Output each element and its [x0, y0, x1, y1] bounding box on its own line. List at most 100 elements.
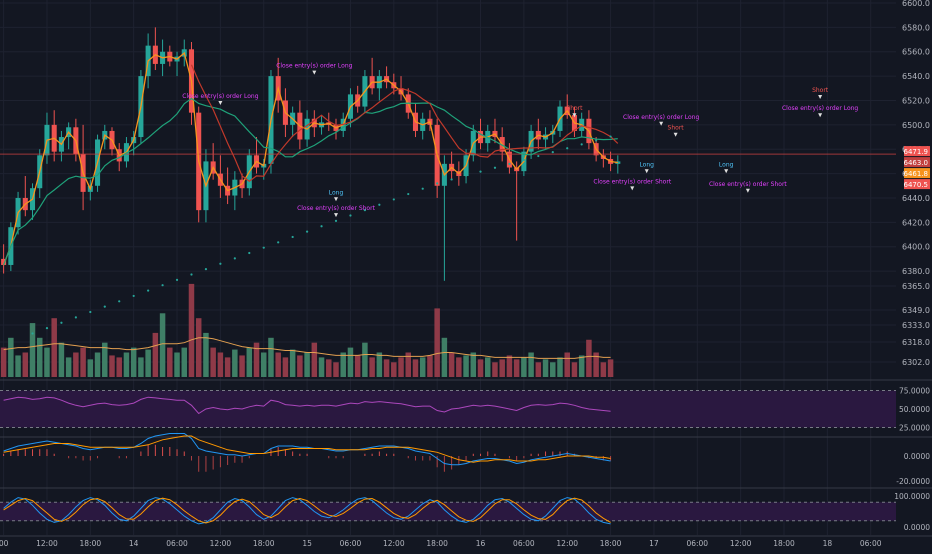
- trade-annotation-label: Short: [566, 105, 583, 112]
- volume-bar: [36, 337, 43, 377]
- volume-bar: [463, 355, 469, 377]
- volume-bar: [333, 362, 339, 377]
- trend-dot: [551, 151, 554, 154]
- volume-bar: [246, 347, 253, 377]
- volume-bar: [282, 357, 289, 377]
- time-tick-label: 06:00: [513, 539, 535, 548]
- volume-bar: [152, 332, 159, 377]
- trend-dot: [190, 273, 193, 276]
- volume-bar: [564, 352, 570, 377]
- rsi-tick-label: 50.0000: [899, 405, 930, 414]
- volume-bar: [304, 352, 310, 377]
- trend-dot: [450, 178, 453, 181]
- volume-bar: [268, 337, 274, 377]
- trend-dot: [219, 262, 222, 265]
- trend-dot: [60, 321, 63, 324]
- trend-dot: [595, 139, 598, 142]
- volume-bar: [94, 352, 101, 377]
- volume-bar: [210, 347, 216, 377]
- last-price-tag-label: 6470.5: [904, 181, 929, 189]
- time-tick-label: 16: [476, 539, 486, 548]
- volume-bar: [224, 357, 231, 377]
- volume-bar: [123, 352, 130, 377]
- price-tick-label: 6580.0: [902, 23, 930, 32]
- volume-bar: [477, 359, 484, 377]
- trend-dot: [103, 305, 106, 308]
- volume-bar: [58, 342, 65, 377]
- volume-bar: [542, 359, 549, 377]
- volume-bar: [145, 349, 151, 377]
- volume-bar: [318, 357, 325, 377]
- volume-bar: [347, 347, 354, 377]
- volume-bar: [557, 357, 563, 377]
- trade-annotation-label: Close entry(s) order Long: [182, 93, 258, 100]
- price-tick-label: 6349.0: [902, 306, 930, 315]
- price-tick-label: 6420.0: [902, 218, 930, 227]
- volume-bar: [600, 362, 607, 377]
- macd-tick-label: -20.0000: [896, 477, 930, 486]
- trend-dot: [537, 154, 540, 158]
- volume-bar: [434, 308, 440, 377]
- red-ma-line: [190, 64, 619, 182]
- slow-ma-line: [3, 97, 618, 266]
- volume-bar: [22, 352, 29, 377]
- last-price-tag-label: 6463.0: [904, 159, 929, 167]
- volume-bar: [253, 342, 260, 377]
- trend-dot: [248, 251, 251, 255]
- trade-annotation-label: Close entry(s) order Long: [782, 105, 858, 112]
- fast-ma-line: [2, 51, 618, 266]
- trade-annotations: Close entry(s) order Long Close entry(s) …: [182, 63, 858, 218]
- volume-bar: [535, 362, 542, 377]
- volume-bar: [8, 337, 14, 377]
- price-tick-label: 6318.0: [902, 338, 930, 347]
- volume-bar: [571, 362, 578, 377]
- trend-dot: [479, 170, 482, 173]
- price-tick-label: 6520.0: [902, 96, 930, 105]
- stoch-band: [0, 502, 896, 521]
- oscillator-panes: [0, 379, 932, 537]
- last-price-tag: [904, 157, 930, 168]
- volume-bar: [217, 352, 224, 377]
- trade-annotation-label: Long: [639, 161, 654, 168]
- volume-bar: [138, 357, 144, 377]
- price-tick-label: 6380.0: [902, 267, 930, 276]
- trend-dot: [609, 135, 612, 138]
- volume-bar: [0, 347, 7, 377]
- macd-signal-line: [3, 435, 611, 463]
- rsi-tick-label: 75.0000: [899, 387, 930, 396]
- price-indicators: [0, 51, 896, 335]
- volume-bar: [15, 355, 21, 377]
- volume-bar: [87, 359, 94, 377]
- volume-bar: [167, 347, 173, 377]
- volume-bar: [44, 347, 50, 377]
- time-tick-label: 12:00: [36, 539, 58, 548]
- time-tick-label: 12:00: [383, 539, 405, 548]
- volume-bar: [470, 352, 477, 377]
- volume-bar: [73, 352, 79, 377]
- trend-dot: [291, 235, 294, 239]
- trend-dot: [175, 278, 179, 281]
- volume-bar: [419, 357, 426, 377]
- volume-bar: [391, 362, 397, 377]
- volume-bar: [383, 359, 390, 377]
- rsi-tick-label: 25.0000: [899, 424, 930, 433]
- price-tick-label: 6540.0: [902, 72, 930, 81]
- volume-bars: [0, 283, 614, 377]
- volume-bar: [232, 349, 238, 377]
- trade-arrow-icon: [218, 101, 223, 106]
- trade-arrow-icon: [572, 113, 577, 118]
- trend-dot: [508, 162, 511, 165]
- volume-bar: [484, 357, 491, 377]
- volume-bar: [181, 347, 188, 377]
- trade-annotation-label: Close entry(s) order Long: [623, 114, 699, 121]
- price-tick-label: 6440.0: [902, 194, 930, 203]
- trend-dot: [566, 147, 569, 150]
- time-tick-label: 06:00: [860, 539, 882, 548]
- volume-bar: [239, 355, 245, 377]
- volume-bar: [593, 352, 599, 377]
- volume-bar: [195, 318, 202, 377]
- price-tick-label: 6500.0: [902, 121, 930, 130]
